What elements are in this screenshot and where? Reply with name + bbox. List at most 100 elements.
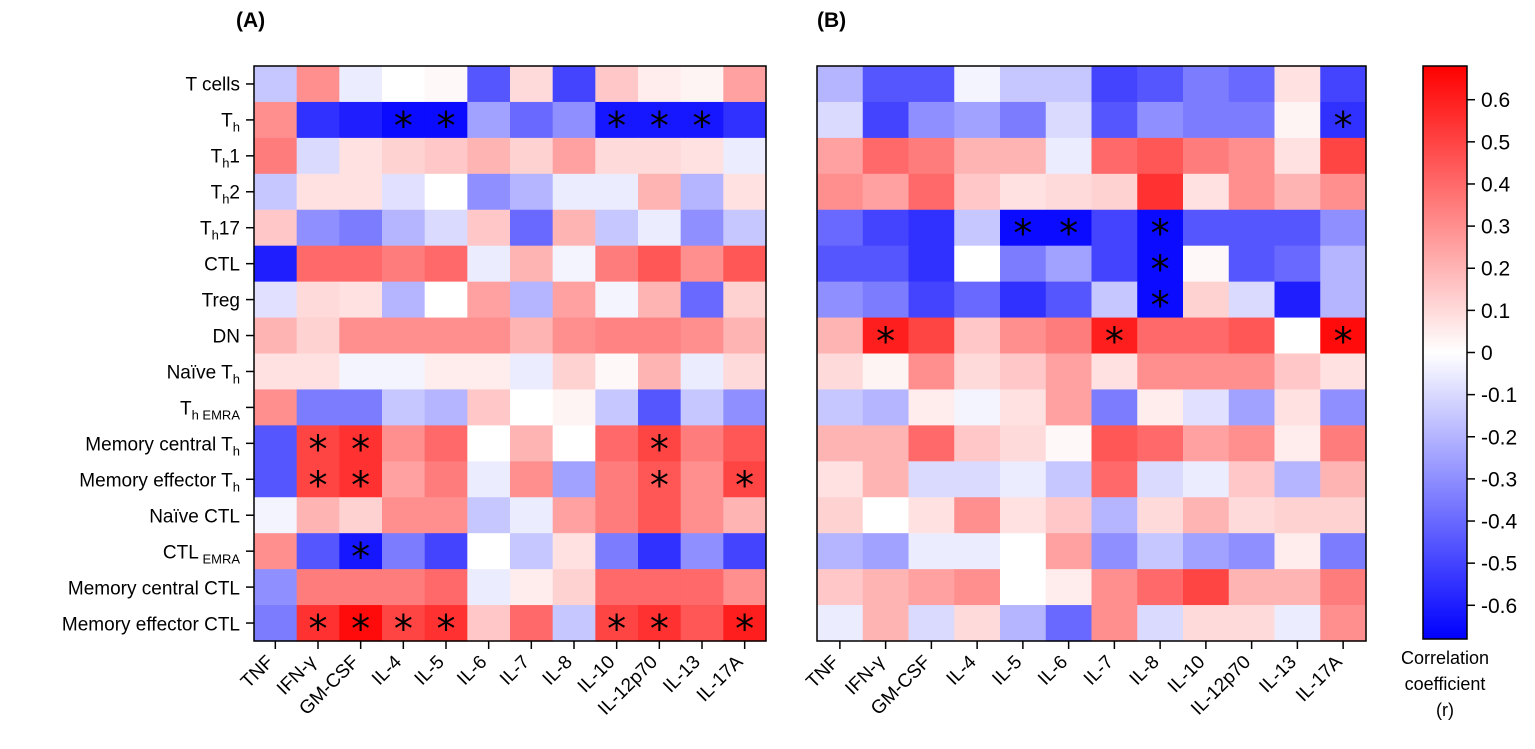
significance-star-b-r1-c11: * — [1334, 104, 1353, 148]
heatmap-cell-b-r5-c2 — [908, 245, 955, 283]
heatmap-cell-a-r15-c7 — [552, 605, 596, 642]
heatmap-cell-a-r14-c3 — [382, 569, 426, 606]
heatmap-cell-b-r1-c1 — [862, 101, 910, 139]
heatmap-cell-a-r5-c7 — [552, 245, 596, 283]
heatmap-cell-b-r10-c10 — [1274, 425, 1321, 462]
heatmap-cell-b-r14-c10 — [1274, 569, 1321, 606]
heatmap-cell-b-r5-c10 — [1274, 245, 1321, 283]
heatmap-cell-a-r6-c5 — [467, 281, 511, 319]
heatmap-cell-a-r13-c10 — [680, 533, 724, 570]
heatmap-cell-a-r10-c4 — [424, 425, 468, 462]
heatmap-cell-a-r11-c9 — [638, 461, 682, 498]
heatmap-cell-a-r6-c3 — [382, 281, 426, 319]
heatmap-cell-b-r10-c6 — [1091, 425, 1138, 462]
heatmap-cell-b-r2-c9 — [1228, 137, 1276, 175]
heatmap-cell-a-r3-c3 — [382, 173, 426, 211]
heatmap-cell-b-r11-c11 — [1320, 461, 1367, 498]
heatmap-cell-b-r6-c3 — [954, 281, 1001, 319]
heatmap-cell-b-r14-c11 — [1320, 569, 1367, 606]
heatmap-cell-b-r15-c5 — [1045, 605, 1093, 642]
colorbar-title-line-2: coefficient — [1405, 674, 1486, 694]
heatmap-cell-b-r5-c4 — [1000, 245, 1047, 283]
heatmap-cell-b-r4-c3 — [954, 209, 1001, 247]
heatmap-cell-a-r6-c10 — [680, 281, 724, 319]
heatmap-cell-a-r14-c10 — [680, 569, 724, 606]
heatmap-cell-a-r7-c3 — [382, 317, 426, 355]
heatmap-cell-a-r15-c11 — [723, 605, 767, 642]
colorbar-ticks — [1467, 98, 1475, 607]
heatmap-cell-a-r10-c2 — [339, 425, 383, 462]
significance-star-a-r10-c9: * — [650, 427, 669, 471]
heatmap-cell-a-r7-c4 — [424, 317, 468, 355]
heatmap-cell-b-r12-c3 — [954, 497, 1001, 534]
heatmap-cell-a-r5-c11 — [723, 245, 767, 283]
heatmap-cell-b-r4-c6 — [1091, 209, 1138, 247]
heatmap-cell-b-r13-c2 — [908, 533, 955, 570]
heatmap-cell-b-r9-c8 — [1183, 389, 1230, 426]
heatmap-cell-a-r7-c5 — [467, 317, 511, 355]
heatmap-cell-b-r15-c7 — [1137, 605, 1184, 642]
heatmap-cell-a-r4-c11 — [723, 209, 767, 247]
heatmap-cell-a-r6-c8 — [595, 281, 639, 319]
significance-star-a-r15-c2: * — [351, 607, 370, 651]
heatmap-cell-a-r1-c4 — [424, 101, 468, 139]
heatmap-cell-b-r12-c10 — [1274, 497, 1321, 534]
heatmap-cell-a-r12-c9 — [638, 497, 682, 534]
col-label-a-il-7: IL-7 — [496, 652, 534, 690]
heatmap-cell-b-r11-c2 — [908, 461, 955, 498]
significance-star-a-r11-c9: * — [650, 463, 669, 507]
heatmap-cells-b — [817, 66, 1367, 642]
row-label-treg: Treg — [202, 291, 240, 312]
col-label-a-tnf: TNF — [237, 652, 278, 693]
heatmap-cell-b-r14-c5 — [1045, 569, 1093, 606]
heatmap-cell-b-r12-c2 — [908, 497, 955, 534]
heatmap-cell-a-r12-c8 — [595, 497, 639, 534]
heatmap-cell-a-r15-c5 — [467, 605, 511, 642]
heatmap-cell-a-r4-c3 — [382, 209, 426, 247]
heatmap-cell-b-r11-c0 — [817, 461, 864, 498]
row-label-th17: Th17 — [200, 219, 240, 243]
heatmap-cell-b-r14-c7 — [1137, 569, 1184, 606]
heatmap-cell-a-r9-c6 — [510, 389, 554, 426]
heatmap-cell-a-r11-c5 — [467, 461, 511, 498]
heatmap-cell-a-r4-c4 — [424, 209, 468, 247]
heatmap-cell-a-r1-c6 — [510, 101, 554, 139]
heatmap-cell-b-r15-c2 — [908, 605, 955, 642]
colorbar-tick-label-4: 0.2 — [1481, 258, 1510, 281]
heatmap-cell-a-r12-c11 — [723, 497, 767, 534]
heatmap-cell-a-r11-c10 — [680, 461, 724, 498]
heatmap-cell-b-r12-c9 — [1228, 497, 1276, 534]
heatmap-cell-b-r4-c5 — [1045, 209, 1093, 247]
heatmap-cell-b-r3-c2 — [908, 173, 955, 211]
significance-star-a-r1-c3: * — [394, 104, 413, 148]
heatmap-cell-a-r15-c6 — [510, 605, 554, 642]
heatmap-cell-a-r15-c0 — [254, 605, 298, 642]
significance-star-a-r11-c2: * — [351, 463, 370, 507]
heatmap-cell-a-r7-c9 — [638, 317, 682, 355]
heatmap-cell-b-r8-c3 — [954, 353, 1001, 391]
heatmap-cell-a-r0-c9 — [638, 66, 682, 103]
heatmap-cell-a-r8-c8 — [595, 353, 639, 391]
heatmap-cell-a-r3-c8 — [595, 173, 639, 211]
heatmap-cell-b-r1-c11 — [1320, 101, 1367, 139]
row-label-naive-ctl: Naïve CTL — [149, 507, 240, 528]
heatmap-cell-b-r3-c8 — [1183, 173, 1230, 211]
col-label-a-il-17a: IL-17A — [693, 651, 748, 706]
heatmap-cell-b-r11-c7 — [1137, 461, 1184, 498]
significance-star-a-r1-c10: * — [693, 104, 712, 148]
heatmap-cell-a-r2-c11 — [723, 137, 767, 175]
heatmap-cell-b-r2-c1 — [862, 137, 910, 175]
heatmap-cell-a-r4-c2 — [339, 209, 383, 247]
heatmap-cell-a-r14-c1 — [296, 569, 340, 606]
heatmap-cell-a-r0-c0 — [254, 66, 298, 103]
heatmap-cell-a-r3-c2 — [339, 173, 383, 211]
heatmap-cell-b-r6-c0 — [817, 281, 864, 319]
colorbar-tick-label-8: -0.2 — [1481, 426, 1517, 449]
heatmap-cell-b-r0-c11 — [1320, 66, 1367, 103]
heatmap-cell-a-r0-c6 — [510, 66, 554, 103]
heatmap-cell-a-r14-c0 — [254, 569, 298, 606]
heatmap-cell-b-r9-c1 — [862, 389, 910, 426]
heatmap-cell-b-r0-c6 — [1091, 66, 1138, 103]
heatmap-cell-b-r11-c10 — [1274, 461, 1321, 498]
heatmap-cell-a-r8-c1 — [296, 353, 340, 391]
